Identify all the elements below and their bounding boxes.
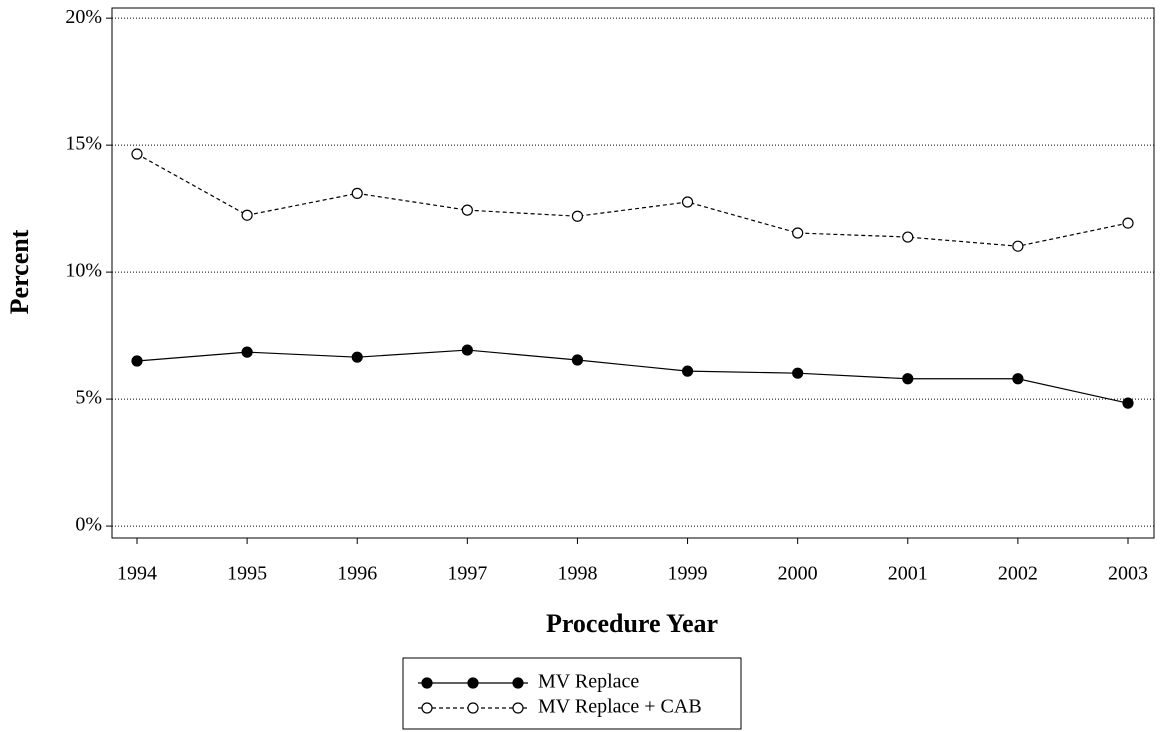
legend-marker <box>512 702 524 714</box>
point <box>131 355 143 367</box>
point <box>1122 397 1134 409</box>
point <box>131 148 143 160</box>
point <box>351 187 363 199</box>
y-tick-label: 10% <box>65 260 102 282</box>
legend-label: MV Replace <box>538 671 639 693</box>
point <box>681 365 694 377</box>
legend-marker <box>512 677 524 689</box>
point <box>571 210 584 222</box>
y-tick-label: 5% <box>75 387 102 409</box>
point <box>241 346 253 358</box>
x-tick-label: 1998 <box>557 563 597 585</box>
legend-label: MV Replace + CAB <box>538 696 702 718</box>
x-tick-label: 1996 <box>337 563 377 585</box>
point <box>461 344 473 356</box>
x-tick-label: 2003 <box>1108 563 1148 585</box>
legend-box <box>402 657 742 730</box>
x-tick-label: 1999 <box>668 563 708 585</box>
x-tick-label: 2001 <box>888 563 928 585</box>
point <box>902 373 914 385</box>
y-tick-label: 0% <box>75 514 102 536</box>
legend-marker <box>467 702 479 714</box>
legend-marker <box>467 677 479 689</box>
point <box>351 351 363 363</box>
legend-marker <box>421 702 433 714</box>
plot-frame <box>111 7 1155 539</box>
x-tick-label: 1995 <box>227 563 267 585</box>
y-tick-label: 20% <box>65 6 102 28</box>
point <box>792 227 804 239</box>
x-tick-label: 2000 <box>778 563 818 585</box>
y-axis-title: Percent <box>5 229 34 314</box>
point <box>241 209 253 221</box>
point <box>681 196 694 208</box>
y-tick-label: 15% <box>65 133 102 155</box>
x-axis-title: Procedure Year <box>546 609 718 638</box>
point <box>571 354 584 366</box>
point <box>902 231 914 243</box>
point <box>461 204 473 216</box>
x-tick-label: 1994 <box>117 563 157 585</box>
point <box>1012 373 1024 385</box>
point <box>1012 240 1024 252</box>
x-tick-label: 1997 <box>447 563 487 585</box>
x-tick-label: 2002 <box>998 563 1038 585</box>
series-line <box>136 153 1129 247</box>
series-line <box>136 349 1129 404</box>
point <box>1122 217 1134 229</box>
point <box>792 367 804 379</box>
legend-marker <box>421 677 433 689</box>
